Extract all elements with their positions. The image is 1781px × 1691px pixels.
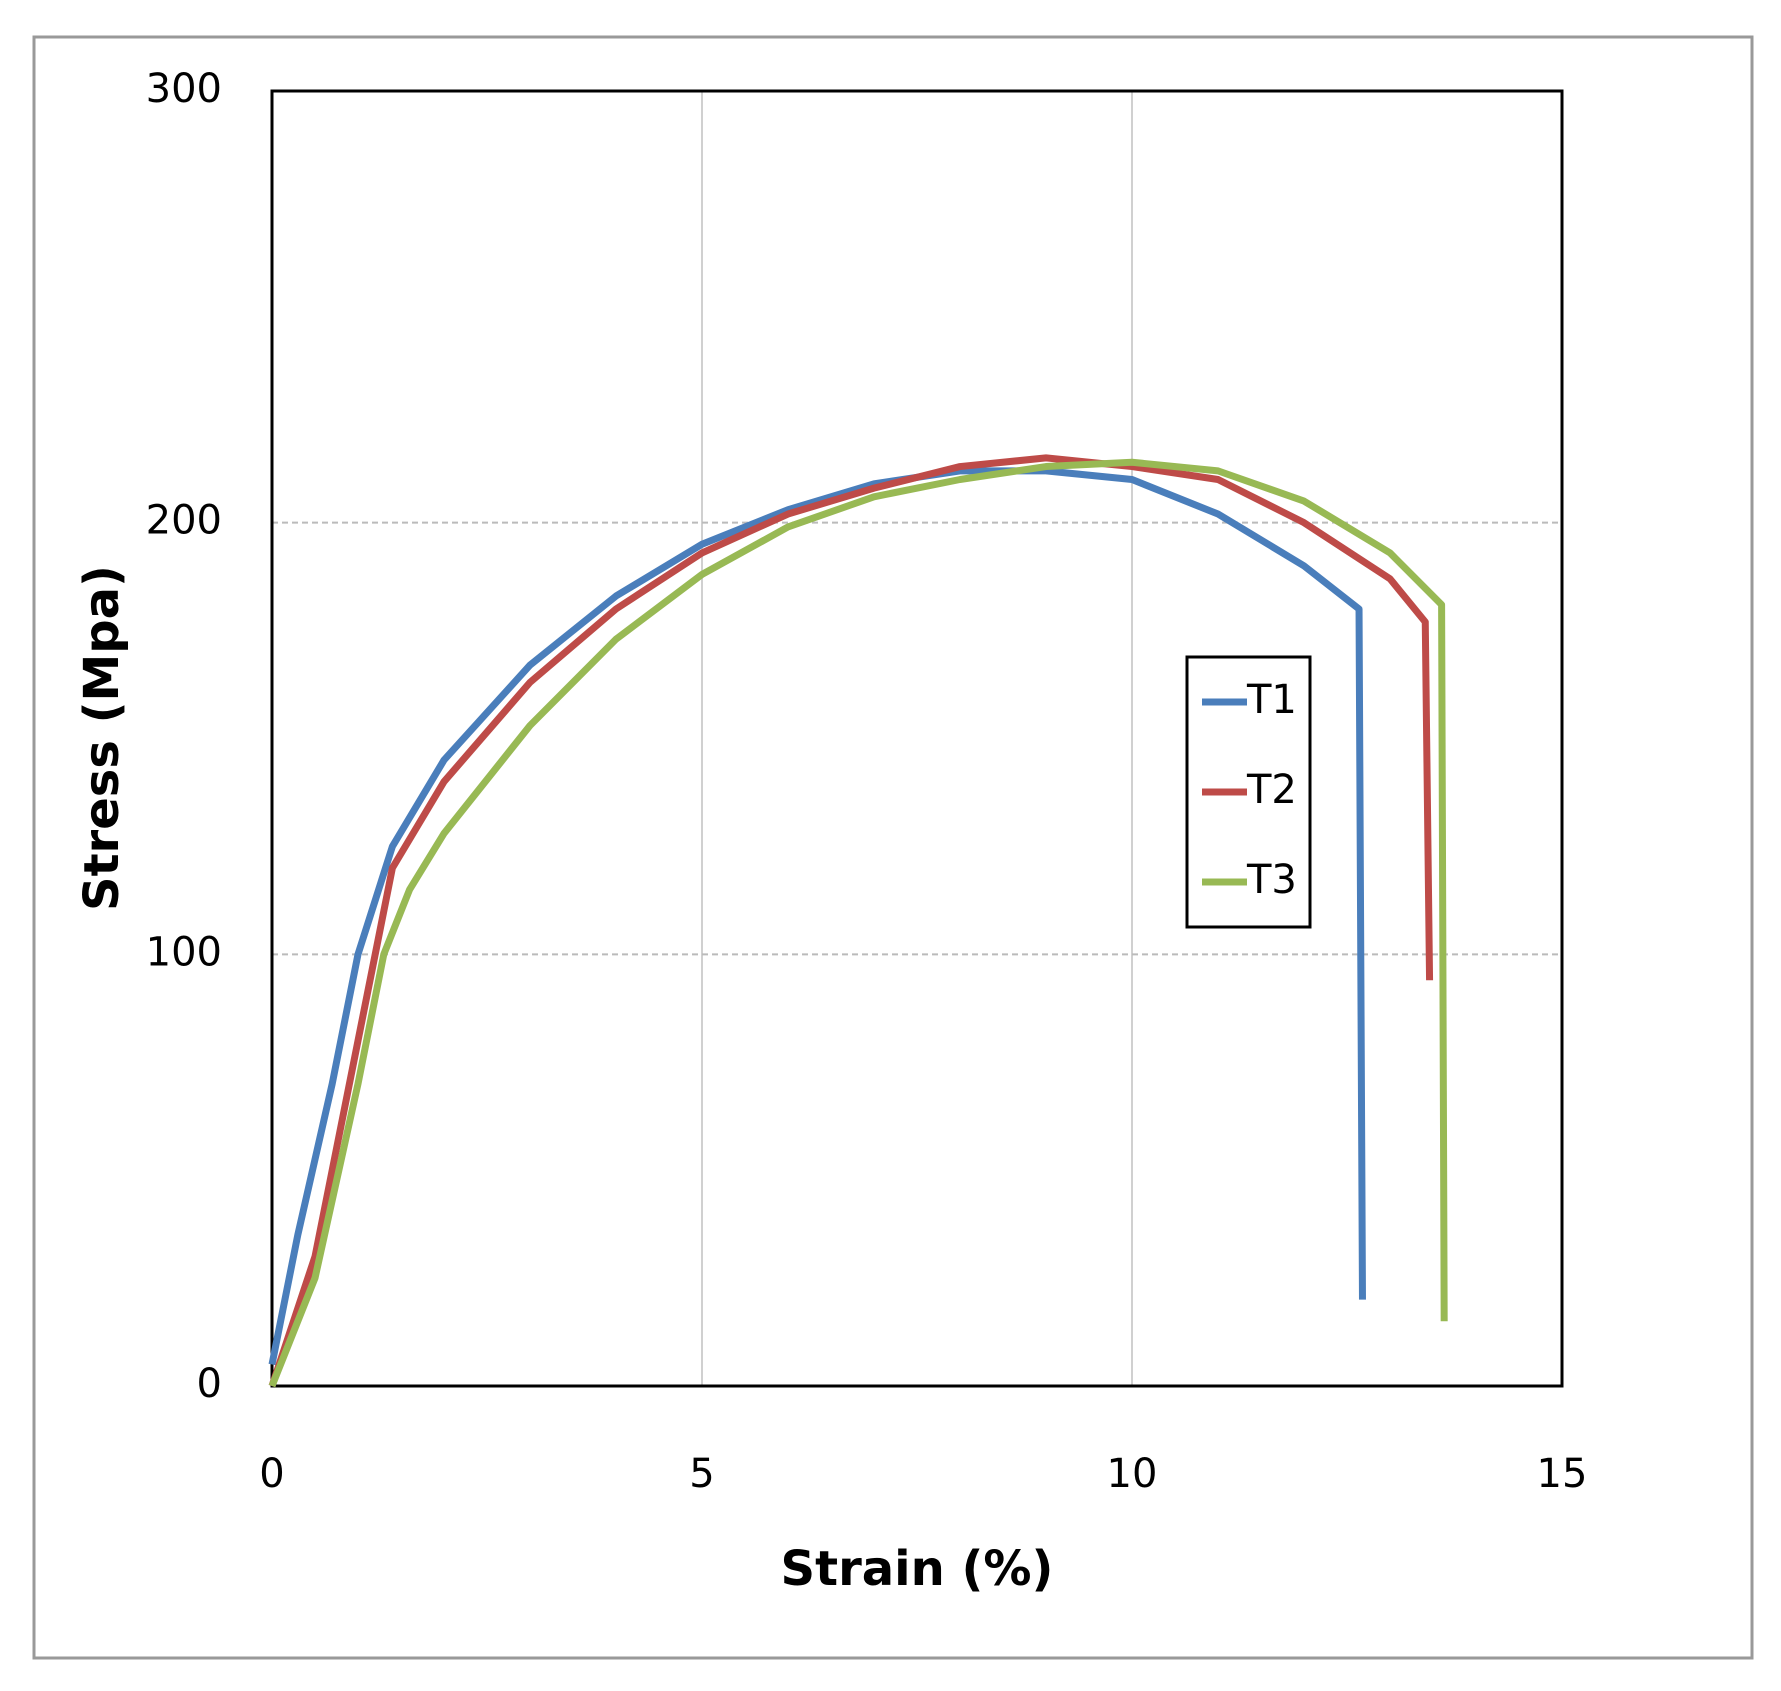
frame (32, 35, 1754, 1660)
line-series (268, 458, 1448, 1388)
x-tick-label: 10 (1107, 1451, 1158, 1497)
line-series (268, 454, 1434, 1388)
x-tick-label: 15 (1537, 1451, 1588, 1497)
y-tick-label: 300 (146, 66, 222, 112)
x-tick-label: 0 (259, 1451, 284, 1497)
x-axis-label: Strain (%) (781, 1541, 1054, 1597)
x-tick-label: 5 (689, 1451, 714, 1497)
y-tick-label: 200 (146, 498, 222, 544)
legend-label: T3 (1246, 857, 1297, 903)
y-axis-label: Stress (Mpa) (74, 565, 130, 911)
y-tick-label: 100 (146, 929, 222, 975)
legend-label: T2 (1246, 767, 1297, 813)
y-tick-label: 0 (197, 1361, 222, 1407)
plot-area (270, 89, 1564, 1388)
legend-label: T1 (1246, 677, 1297, 723)
line-series (268, 467, 1366, 1366)
